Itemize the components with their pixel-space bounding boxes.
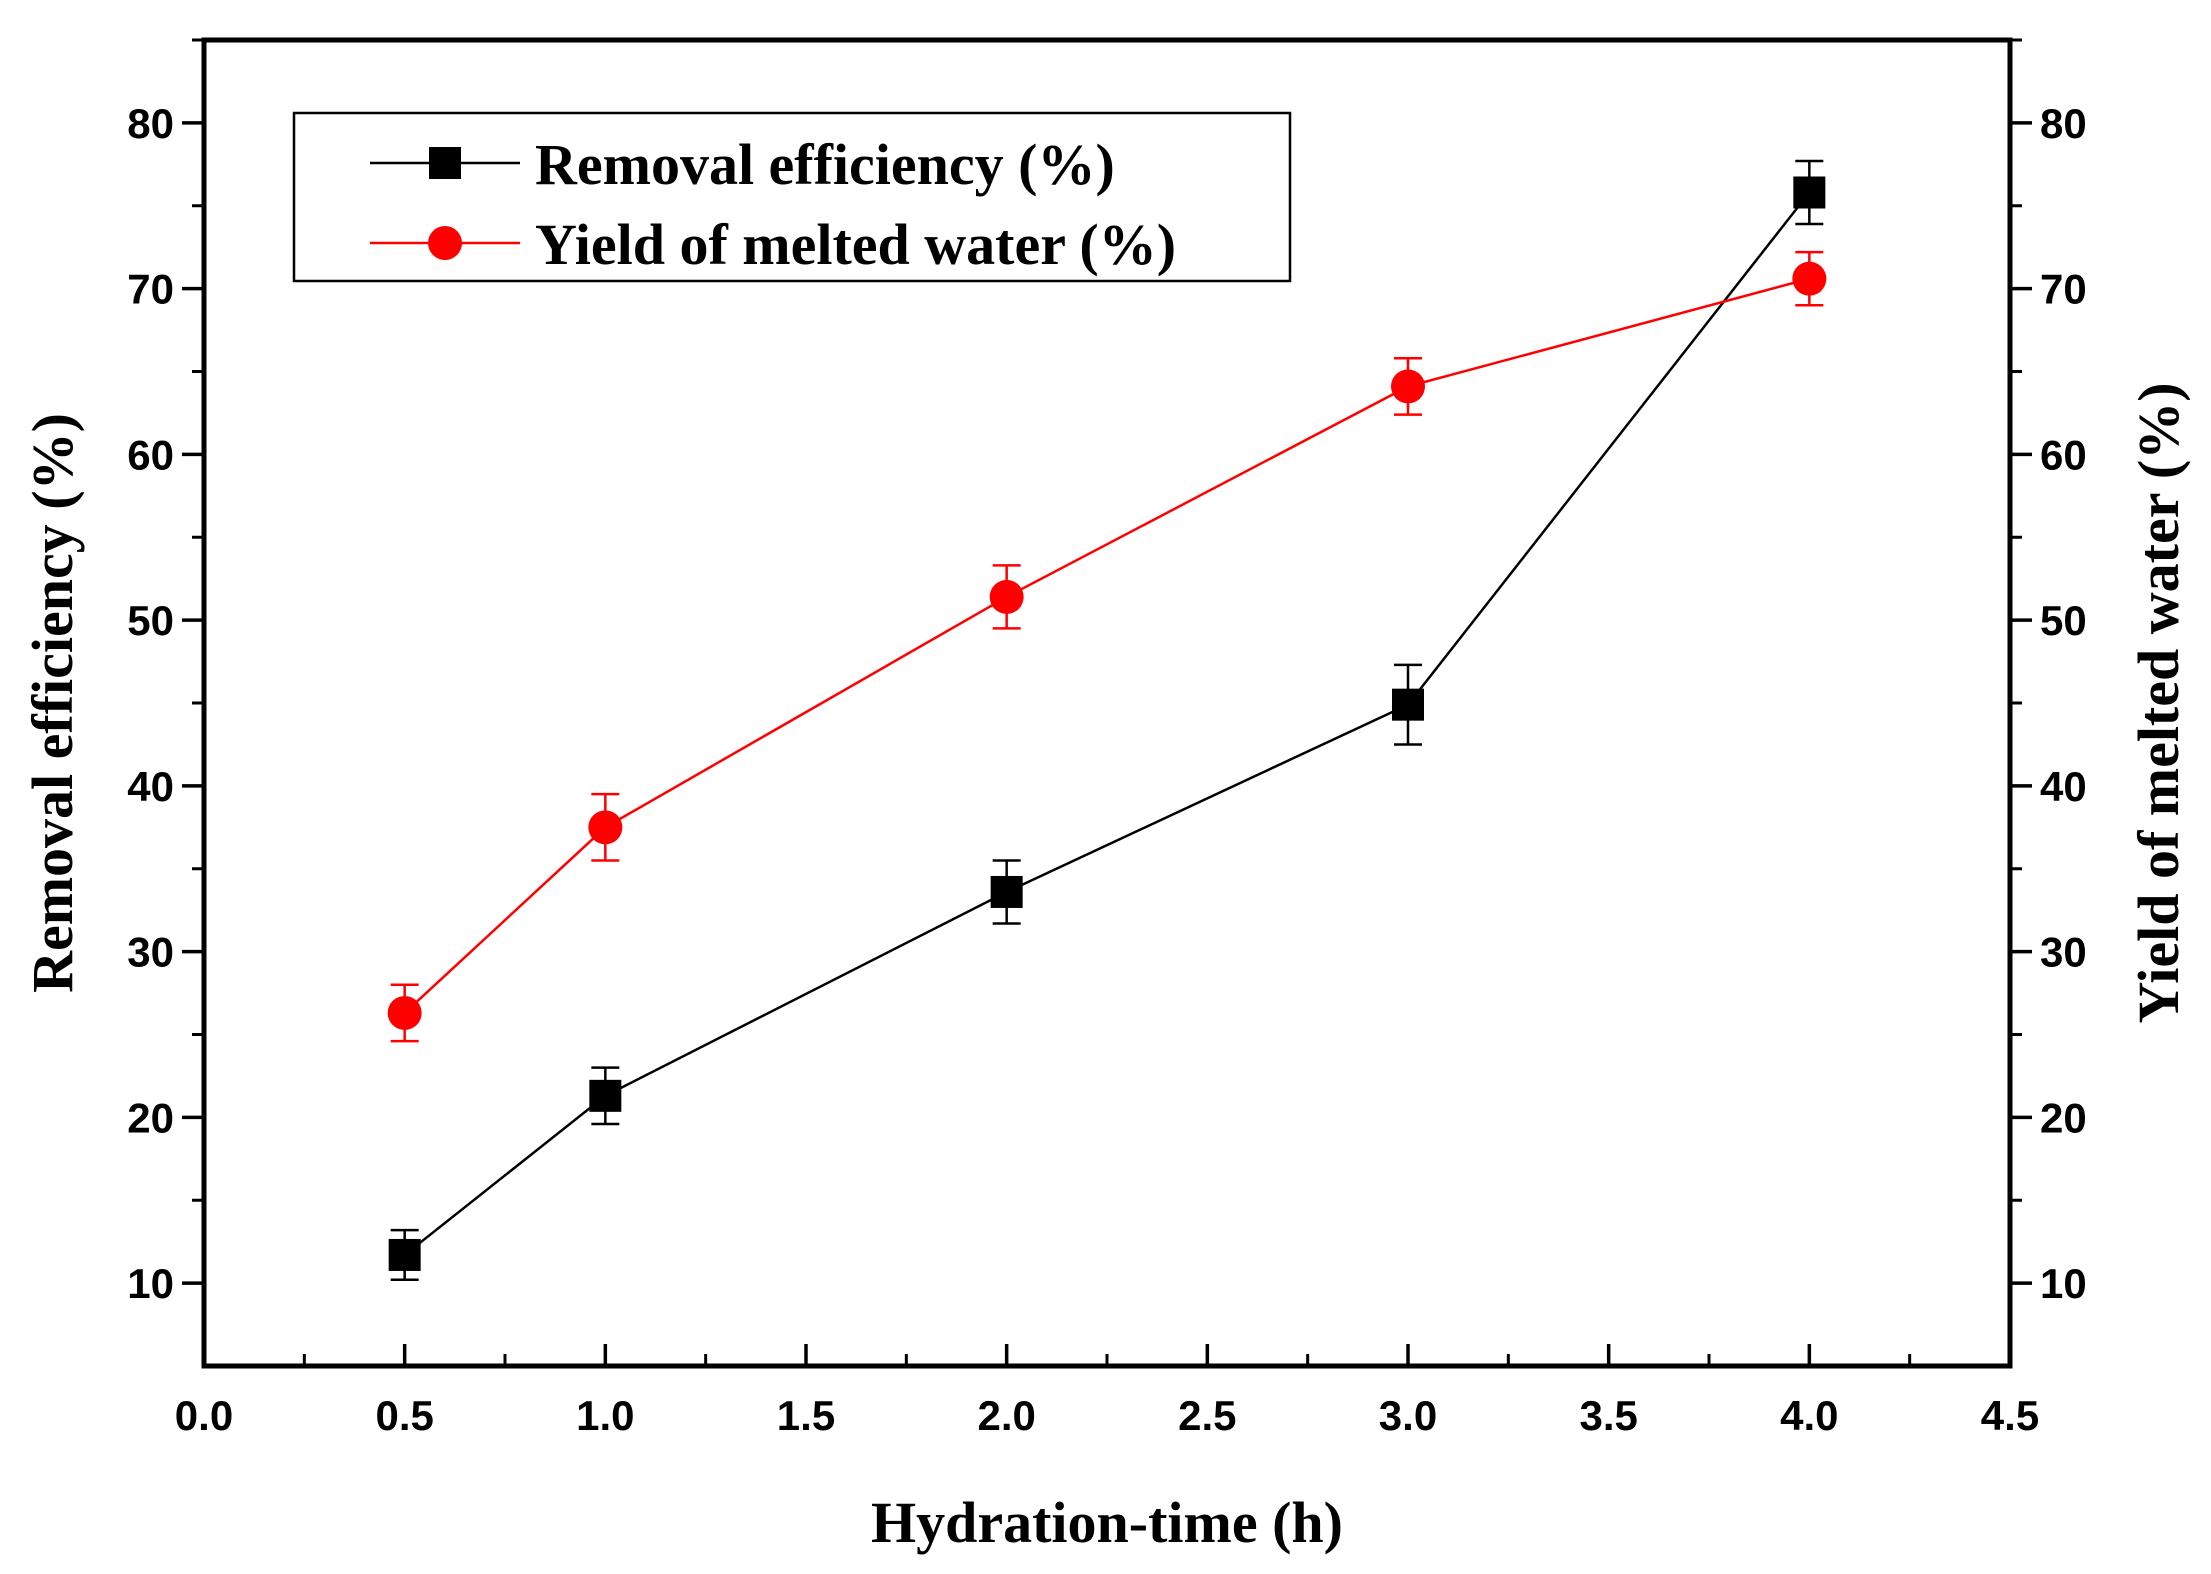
y2-tick-label: 50 <box>2040 597 2087 644</box>
y-tick-label: 40 <box>127 763 174 810</box>
x-axis-title: Hydration-time (h) <box>871 1490 1343 1555</box>
data-point-yield <box>989 579 1024 614</box>
series-removal <box>388 159 1826 1282</box>
legend-label-removal: Removal efficiency (%) <box>535 132 1115 197</box>
y2-tick-label: 30 <box>2040 929 2087 976</box>
x-tick-label: 4.5 <box>1981 1392 2039 1439</box>
series-line-yield <box>403 277 1810 1014</box>
legend-marker-removal <box>429 147 461 179</box>
y-tick-label: 50 <box>127 597 174 644</box>
data-point-yield <box>1391 369 1425 404</box>
x-tick-label: 1.0 <box>576 1392 634 1439</box>
data-point-yield <box>588 810 623 845</box>
data-point-removal <box>1793 176 1826 209</box>
y2-tick-label: 10 <box>2040 1260 2087 1307</box>
y2-tick-label: 60 <box>2040 431 2087 478</box>
x-tick-label: 0.5 <box>375 1392 433 1439</box>
x-tick-label: 2.0 <box>977 1392 1035 1439</box>
legend-box <box>292 111 1292 283</box>
y-axis-title: Removal efficiency (%) <box>20 413 85 993</box>
data-point-removal <box>388 1238 421 1271</box>
y2-tick-label: 80 <box>2040 100 2087 147</box>
y2-tick-label: 20 <box>2040 1094 2087 1141</box>
y2-tick-label: 40 <box>2040 763 2087 810</box>
y2-axis-title: Yield of melted water (%) <box>2126 382 2191 1023</box>
y-tick-label: 80 <box>127 100 174 147</box>
x-tick-label: 4.0 <box>1780 1392 1838 1439</box>
y-tick-label: 70 <box>127 266 174 313</box>
y-tick-label: 30 <box>127 929 174 976</box>
legend-label-yield: Yield of melted water (%) <box>535 212 1176 277</box>
x-tick-label: 3.5 <box>1579 1392 1637 1439</box>
y-tick-label: 20 <box>127 1094 174 1141</box>
x-tick-label: 0.0 <box>175 1392 233 1439</box>
x-tick-label: 3.0 <box>1379 1392 1437 1439</box>
y-tick-label: 10 <box>127 1260 174 1307</box>
data-point-removal <box>1392 688 1424 721</box>
x-tick-label: 2.5 <box>1178 1392 1236 1439</box>
data-point-yield <box>1792 261 1827 296</box>
legend-marker-yield <box>428 226 462 260</box>
x-tick-label: 1.5 <box>777 1392 835 1439</box>
data-point-yield <box>387 995 422 1030</box>
legend: Removal efficiency (%) Yield of melted w… <box>292 111 1292 283</box>
y2-tick-label: 70 <box>2040 266 2087 313</box>
data-point-removal <box>990 875 1023 908</box>
data-point-removal <box>589 1079 622 1112</box>
series-yield <box>387 250 1827 1043</box>
y-tick-label: 60 <box>127 431 174 478</box>
